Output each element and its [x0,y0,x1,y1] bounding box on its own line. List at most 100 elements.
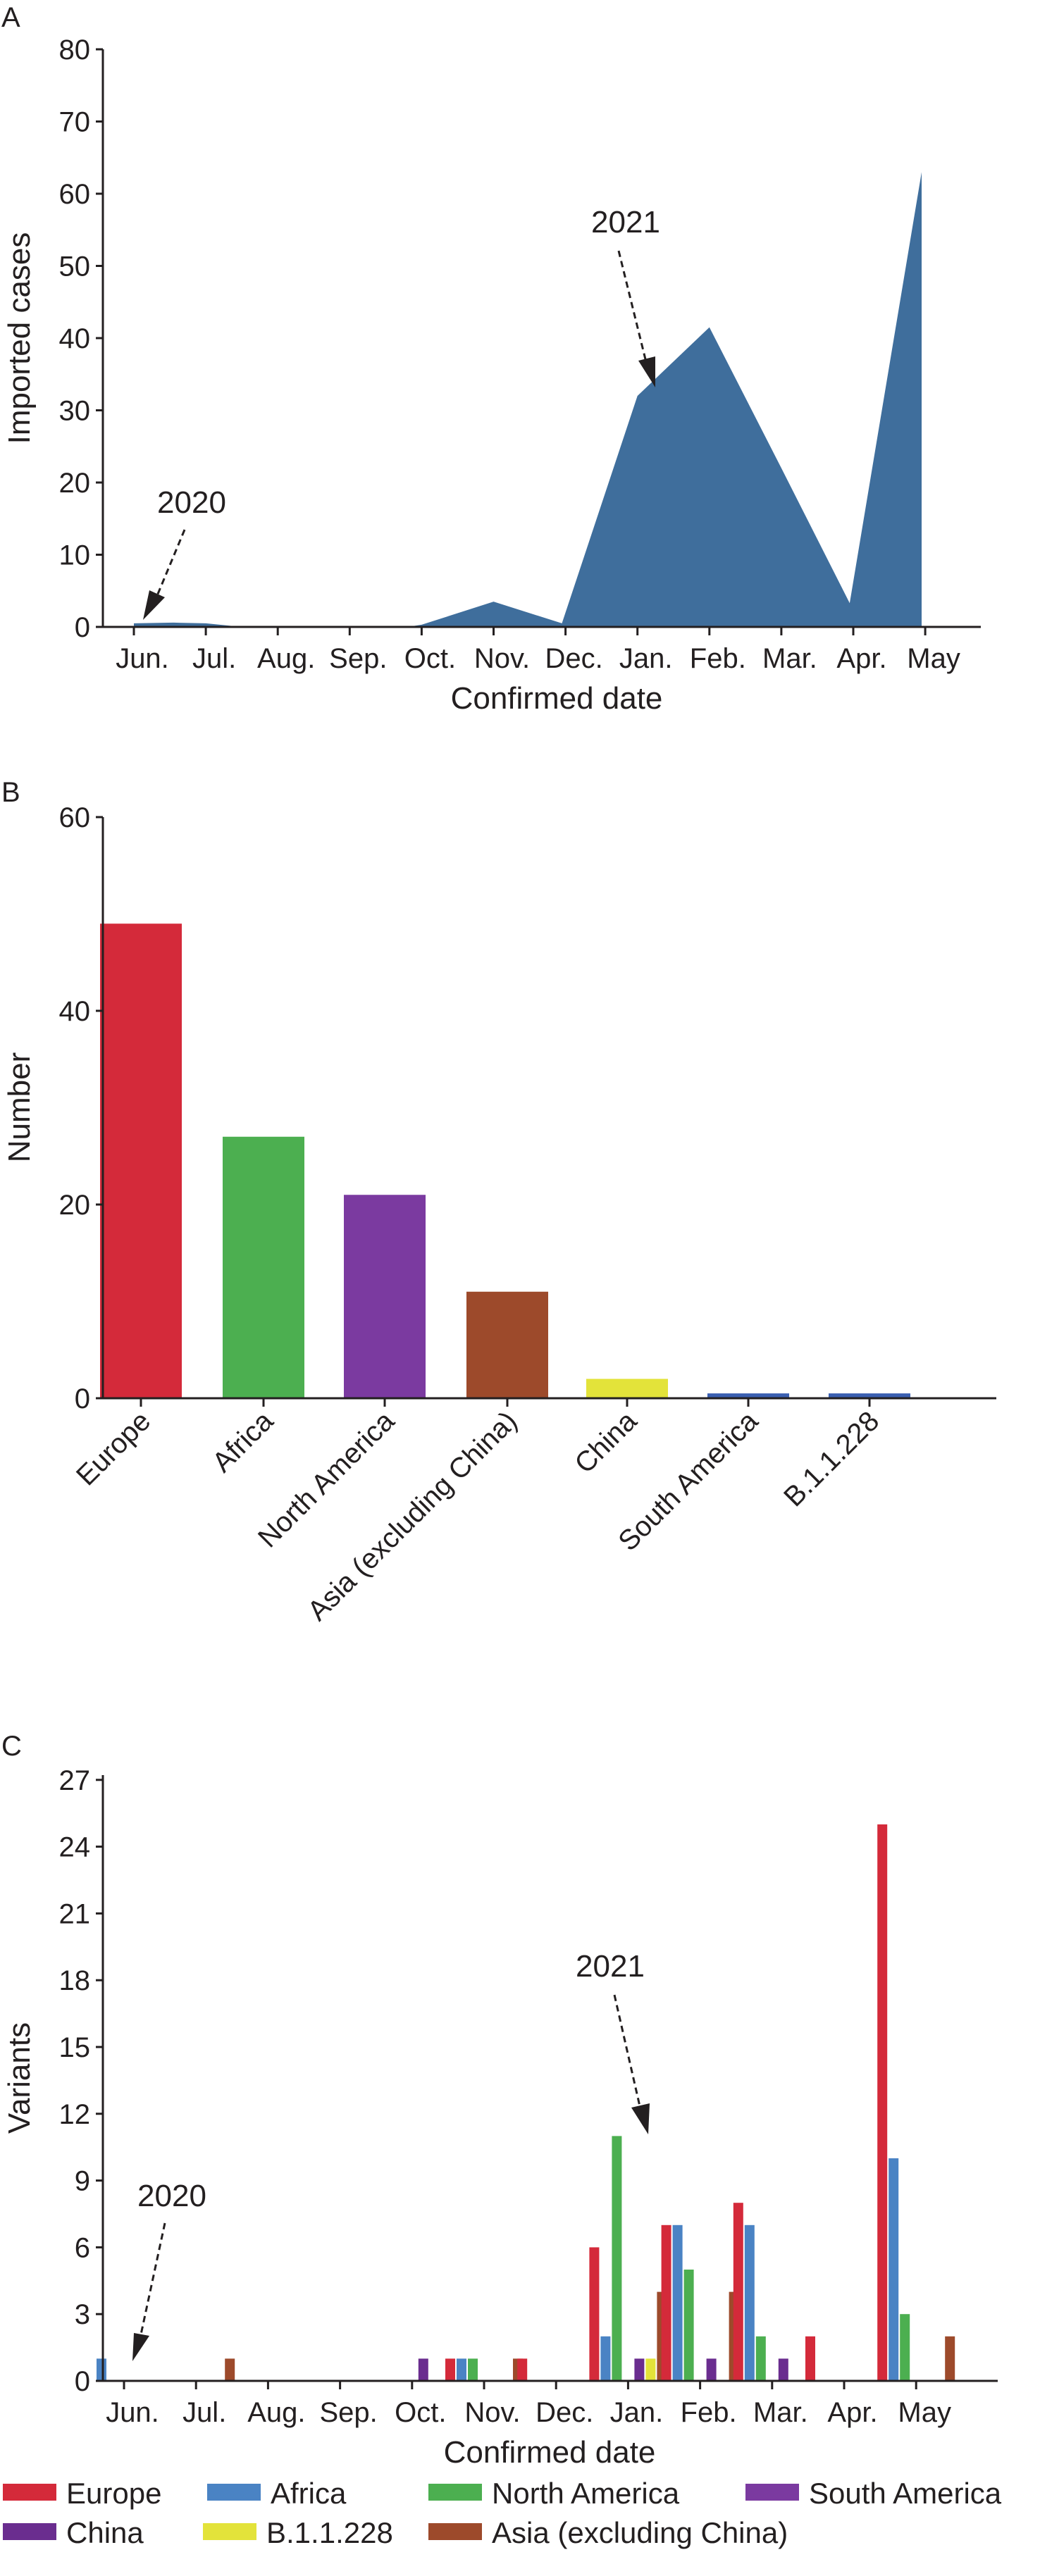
bar-north-america-may [900,2314,910,2381]
bar-north-america-jan [612,2136,622,2381]
bar-asia-excluding-china-may [945,2336,955,2381]
bar-europe-jan [589,2247,600,2381]
legend-swatch-b-1-1-228 [203,2523,256,2540]
legend-label-north-america: North America [492,2477,680,2510]
bar-asia-excluding-china [466,1291,548,1398]
x-tick-label-b: B.1.1.228 [778,1405,885,1512]
number-bars [100,923,910,1398]
annotation-arrowhead-2021-a [638,356,655,387]
annotation-arrow-line-2021-a [617,250,647,360]
x-tick-label-a: Jan. [619,643,673,674]
x-tick-label-a: Dec. [545,643,602,674]
bar-north-america [344,1195,426,1398]
annotation-2021-a: 2021 [591,205,660,387]
x-axis-title-c: Confirmed date [444,2435,656,2470]
x-tick-label-a: Feb. [690,643,746,674]
bar-china-jan [634,2358,645,2381]
x-tick-label-c: May [898,2397,951,2428]
bar-europe-nov [445,2358,455,2381]
y-tick-label-c: 6 [75,2232,90,2263]
legend-label-b-1-1-228: B.1.1.228 [266,2516,393,2549]
annotation-arrow-line-2021-c [613,1994,641,2107]
annotation-arrowhead-2020-c [132,2333,149,2361]
legend-label-africa: Africa [271,2477,347,2510]
bar-europe-may [877,1824,888,2381]
y-tick-label-c: 3 [75,2299,90,2330]
bar-europe-apr [805,2336,815,2381]
x-tick-label-a: Aug. [257,643,315,674]
bar-africa-mar [744,2225,755,2381]
x-ticks-c: Jun. Jul. Aug. Sep. Oct. Nov. Dec. Jan. Feb. Mar.… [106,2381,951,2428]
x-tick-label-c: Jan. [610,2397,664,2428]
bar-africa-jan [600,2336,611,2381]
legend-swatch-europe [3,2484,56,2501]
y-tick-label-b: 0 [75,1383,90,1414]
bar-south-america [707,1393,789,1398]
legend-label-china: China [66,2516,144,2549]
bar-europe-dec [517,2358,528,2381]
annotation-arrowhead-2020-a [143,590,165,620]
x-tick-label-c: Jul. [182,2397,226,2428]
x-tick-label-a: Sep. [329,643,387,674]
y-tick-label-c: 15 [59,2032,91,2063]
x-tick-label-b: Europe [70,1405,156,1491]
area-series-imported-cases [134,172,922,628]
bar-europe-mar [733,2203,743,2381]
y-tick-label-c: 27 [59,1765,91,1796]
bar-africa-nov [457,2358,466,2381]
legend-swatch-south-america [745,2484,799,2501]
annotation-arrow-line-2020-a [155,529,186,598]
legend: Europe Africa North America South America Ch… [3,2477,1002,2549]
x-tick-label-a: Jul. [192,643,236,674]
y-tick-label-c: 9 [75,2166,90,2197]
legend-label-asia-excluding-china: Asia (excluding China) [492,2516,788,2549]
y-tick-label-a: 30 [59,396,91,427]
x-tick-label-c: Sep. [319,2397,377,2428]
panel-letter-c: C [1,1731,22,1762]
x-tick-label-a: May [907,643,960,674]
legend-label-europe: Europe [66,2477,161,2510]
x-tick-label-c: Feb. [681,2397,737,2428]
bar-north-america-nov [468,2358,478,2381]
x-tick-label-c: Mar. [753,2397,808,2428]
bar-europe-feb [661,2225,671,2381]
x-tick-label-a: Nov. [474,643,530,674]
panel-c-grouped-bar-chart: C 0 3 6 9 12 15 18 21 24 27 Jun. Jul. Aug. Sep. Oct. N… [1,1731,1002,2549]
legend-label-south-america: South America [809,2477,1002,2510]
legend-swatch-china [3,2523,56,2540]
bar-europe [100,923,182,1398]
x-tick-label-c: Apr. [827,2397,877,2428]
x-ticks-a: Jun. Jul. Aug. Sep. Oct. Nov. Dec. Jan. Feb. Mar.… [116,627,960,674]
bar-africa-may [889,2158,899,2381]
bar-north-america-feb [683,2270,694,2381]
y-axis-title-b: Number [2,1052,37,1163]
x-tick-label-c: Aug. [247,2397,305,2428]
legend-swatch-africa [207,2484,261,2501]
panel-letter-b: B [1,777,20,808]
y-tick-label-b: 20 [59,1190,91,1221]
x-tick-label-c: Dec. [536,2397,593,2428]
annotation-label-2021-c: 2021 [576,1949,645,1984]
y-tick-label-a: 20 [59,468,91,499]
x-tick-label-a: Apr. [836,643,886,674]
bar-china [586,1379,668,1398]
bar-b-1-1-228 [829,1393,910,1398]
y-tick-label-a: 10 [59,540,91,571]
y-tick-label-a: 40 [59,323,91,354]
x-tick-label-a: Oct. [404,643,456,674]
bar-asia-excluding-china-jul [225,2358,235,2381]
variant-bars [97,1824,955,2381]
x-tick-label-b: China [569,1405,643,1480]
x-tick-label-c: Nov. [464,2397,520,2428]
annotation-arrowhead-2021-c [631,2103,650,2134]
y-axis-title-a: Imported cases [2,232,37,444]
imported-cases-area [134,172,922,628]
bar-b-1-1-228-jan [645,2358,656,2381]
y-axis-title-c: Variants [2,2022,37,2134]
annotation-2021-c: 2021 [576,1949,650,2134]
y-tick-label-c: 24 [59,1832,91,1863]
x-axis-title-a: Confirmed date [451,681,663,716]
bar-africa-jun [97,2358,106,2381]
legend-swatch-north-america [428,2484,482,2501]
